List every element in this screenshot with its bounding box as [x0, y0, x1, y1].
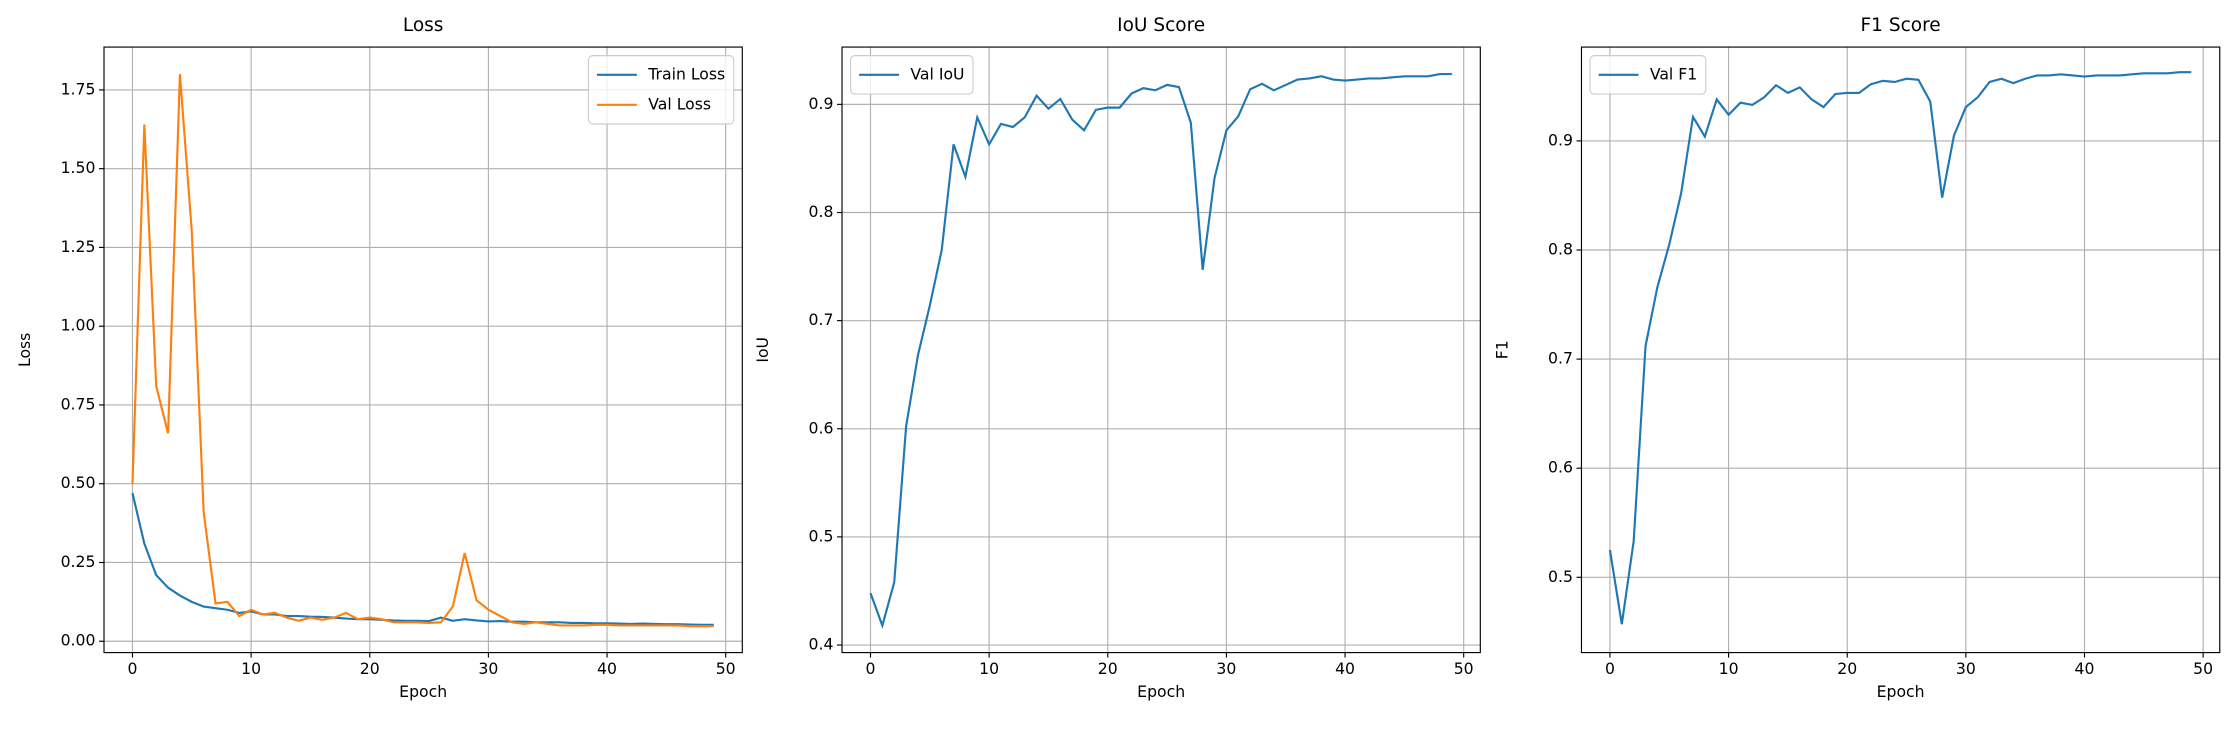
x-tick-label: 50: [2193, 659, 2213, 678]
y-tick-label: 0.6: [1548, 458, 1573, 477]
y-tick-label: 0.7: [1548, 349, 1573, 368]
chart-title: Loss: [403, 15, 444, 36]
plot-frame: [103, 46, 743, 654]
legend-box: [1589, 55, 1707, 95]
chart-title: F1 Score: [1861, 15, 1941, 36]
x-tick-label: 50: [1454, 659, 1474, 678]
legend-label: Val IoU: [910, 64, 964, 83]
series-line: [131, 74, 714, 628]
x-tick-label: 30: [1956, 659, 1976, 678]
y-tick-label: 0.4: [809, 635, 834, 654]
y-tick-label: 0.8: [1548, 239, 1573, 258]
x-tick-label: 0: [1605, 659, 1615, 678]
y-tick-label: 0.25: [61, 552, 96, 571]
series-line: [1608, 71, 2192, 625]
legend: Val F1: [1589, 55, 1707, 95]
x-tick-label: 20: [1837, 659, 1857, 678]
panel: 0 10 20 30 40 50 0.4 0.5 0.6 0.7 0.8 0.9 IoU Score Ep…: [753, 15, 1481, 701]
y-axis-label: Loss: [15, 333, 34, 367]
panel: 0 10 20 30 40 50 0.5 0.6 0.7 0.8 0.9 F1 Score Epoch F…: [1493, 15, 2221, 701]
y-tick-label: 0.9: [1548, 130, 1573, 149]
x-tick-label: 0: [866, 659, 876, 678]
y-tick-label: 0.5: [809, 526, 834, 545]
y-tick-label: 0.6: [809, 418, 834, 437]
y-tick-label: 0.9: [809, 94, 834, 113]
x-tick-label: 10: [1719, 659, 1739, 678]
x-tick-label: 10: [241, 659, 261, 678]
x-axis-label: Epoch: [1877, 682, 1925, 701]
y-tick-label: 0.5: [1548, 567, 1573, 586]
legend-label: Val Loss: [648, 94, 711, 113]
x-tick-label: 40: [2075, 659, 2095, 678]
x-tick-label: 40: [1335, 659, 1355, 678]
y-tick-label: 0.8: [809, 202, 834, 221]
x-tick-label: 50: [716, 659, 736, 678]
y-tick-label: 1.50: [61, 158, 96, 177]
y-tick-label: 1.75: [61, 79, 96, 98]
series-line: [869, 73, 1452, 630]
y-tick-label: 0.00: [61, 631, 96, 650]
legend-box: [587, 55, 735, 125]
x-tick-label: 30: [478, 659, 498, 678]
x-tick-label: 20: [1098, 659, 1118, 678]
y-tick-label: 1.25: [61, 237, 96, 256]
x-tick-label: 10: [979, 659, 999, 678]
y-axis-label: F1: [1493, 340, 1512, 359]
y-axis-label: IoU: [753, 337, 772, 363]
x-axis-label: Epoch: [1137, 682, 1185, 701]
y-tick-label: 0.75: [61, 394, 96, 413]
legend: Val IoU: [850, 55, 974, 95]
plot-frame: [841, 46, 1481, 654]
x-tick-label: 40: [597, 659, 617, 678]
y-tick-label: 1.00: [61, 316, 96, 335]
x-axis-label: Epoch: [399, 682, 447, 701]
series-line: [131, 492, 714, 626]
legend-box: [850, 55, 974, 95]
legend: Train Loss Val Loss: [587, 55, 735, 125]
x-tick-label: 0: [127, 659, 137, 678]
panel: 0 10 20 30 40 50 0.00 0.25 0.50 0.75 1.00 1.25 1.50 1…: [15, 15, 743, 701]
legend-label: Val F1: [1650, 64, 1697, 83]
y-tick-label: 0.50: [61, 473, 96, 492]
x-tick-label: 30: [1216, 659, 1236, 678]
legend-label: Train Loss: [647, 64, 725, 83]
x-tick-label: 20: [360, 659, 380, 678]
y-tick-label: 0.7: [809, 310, 834, 329]
chart-title: IoU Score: [1117, 15, 1205, 36]
plot-frame: [1580, 46, 2221, 654]
